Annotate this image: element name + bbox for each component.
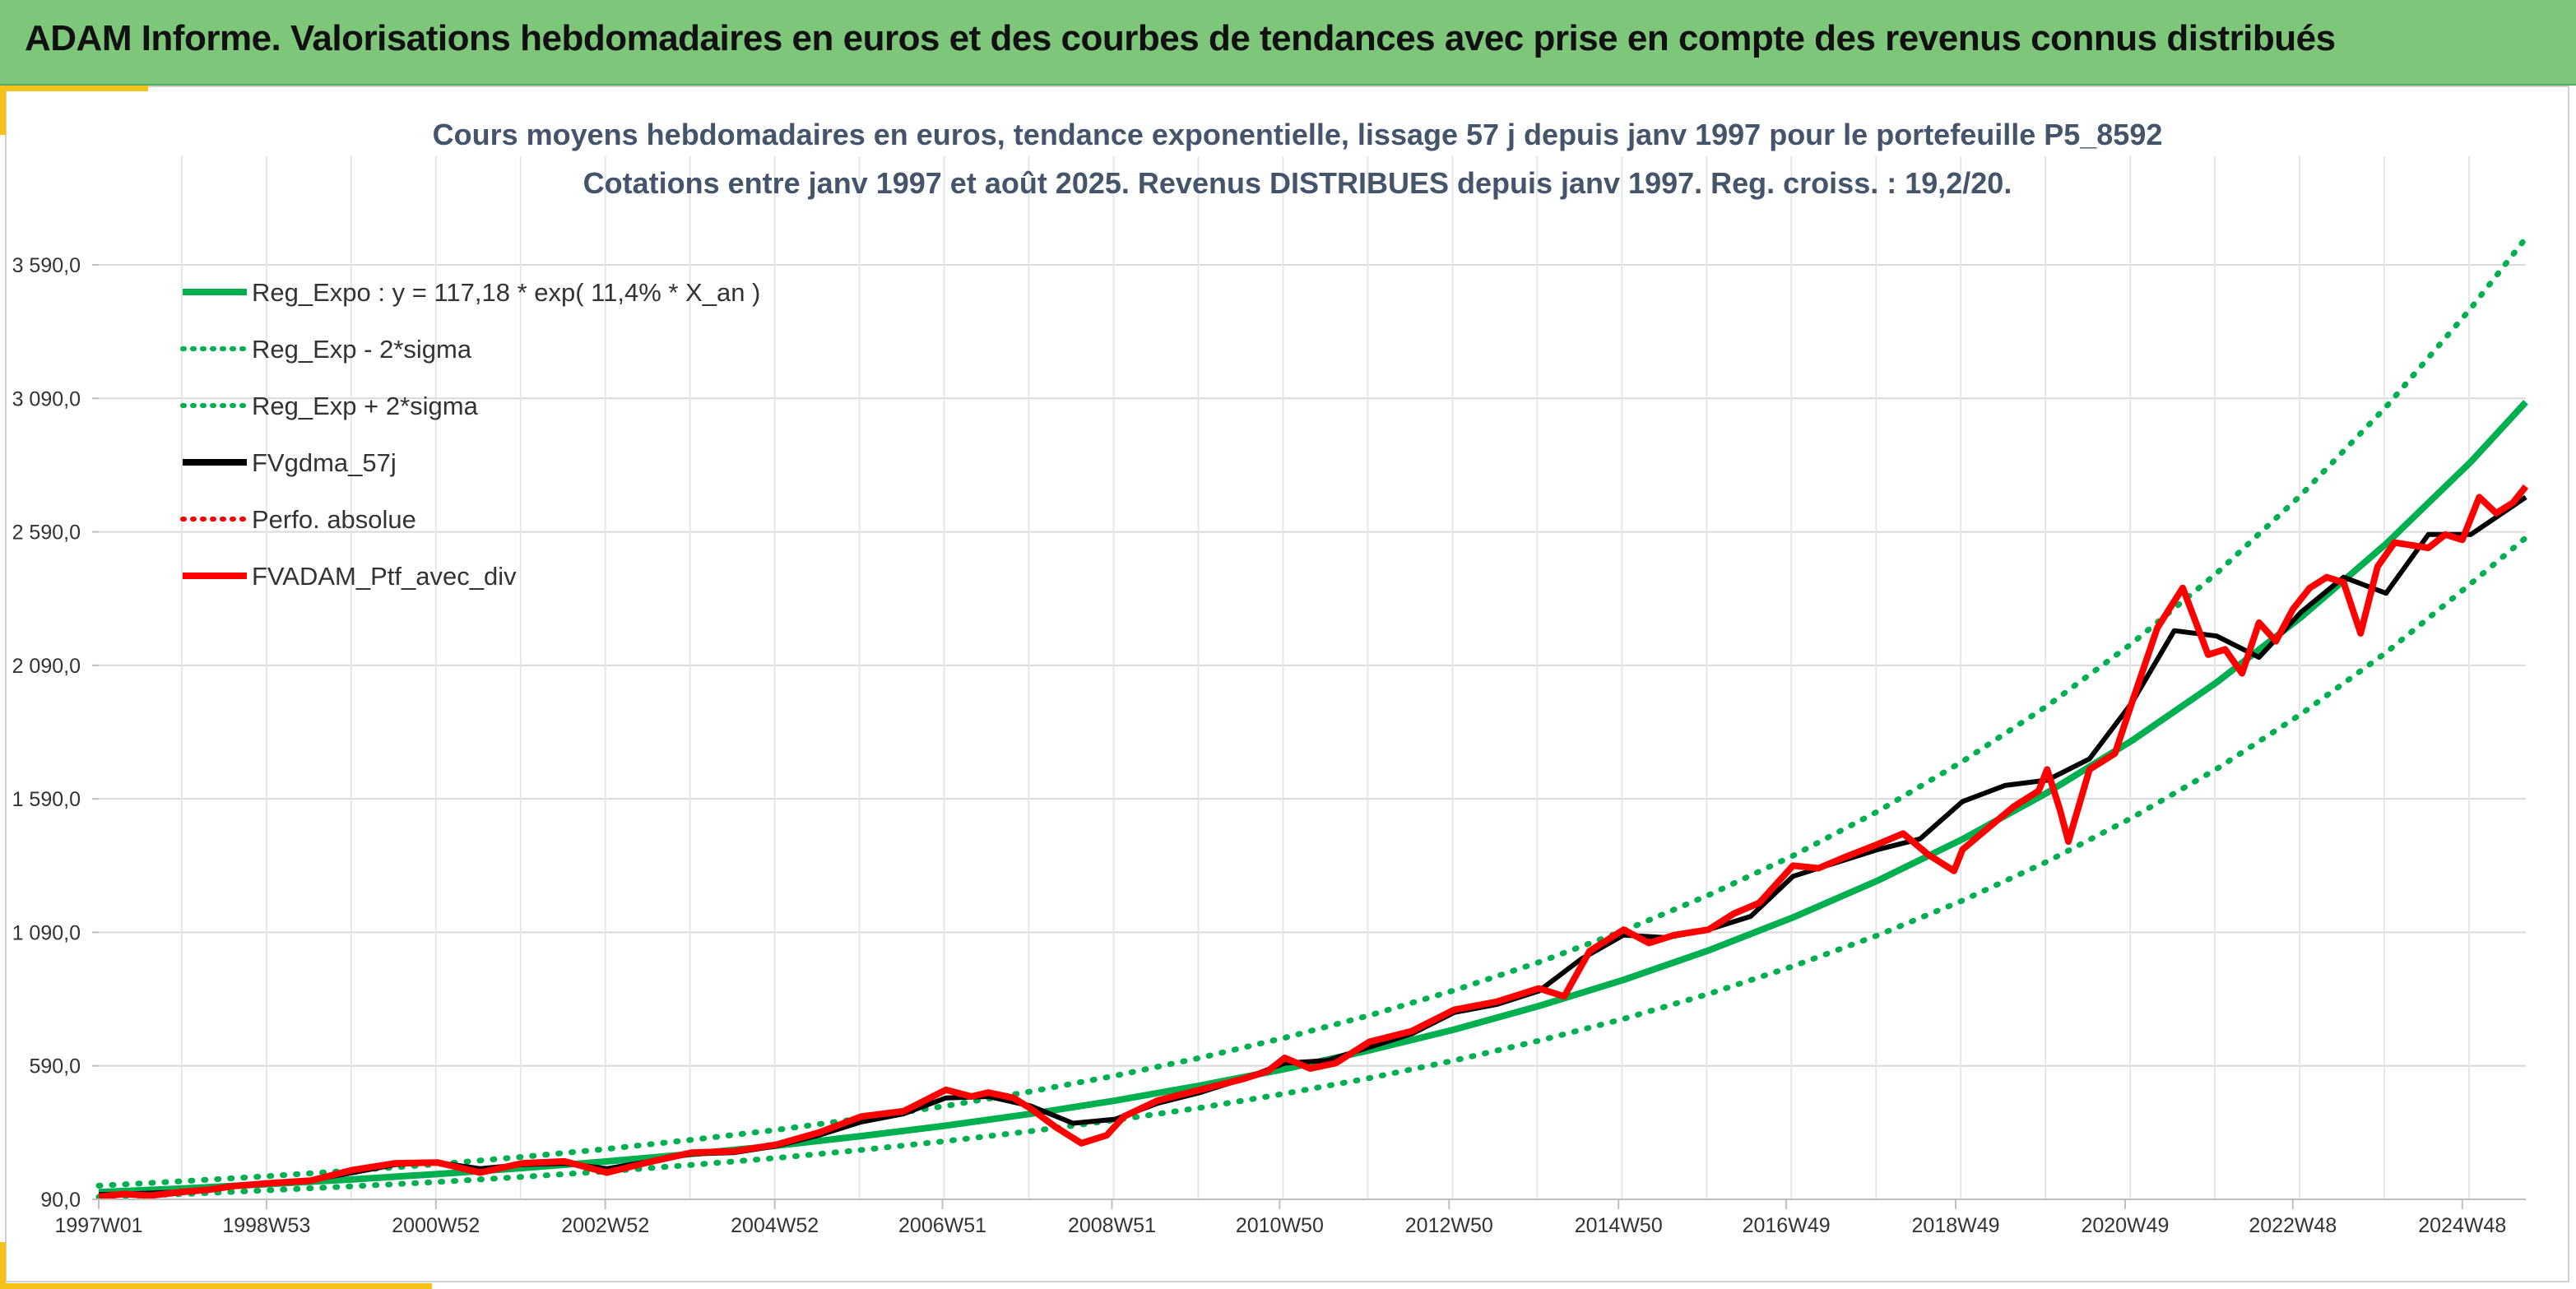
y-tick-label: 3 090,0 xyxy=(12,387,81,410)
x-tick-label: 2020W49 xyxy=(2081,1214,2169,1237)
x-tick-label: 2008W51 xyxy=(1068,1214,1156,1237)
x-tick-label: 2024W48 xyxy=(2418,1214,2506,1237)
x-tick-label: 2000W52 xyxy=(392,1214,480,1237)
series-reg-expo xyxy=(98,400,2528,1196)
x-tick-label: 2002W52 xyxy=(561,1214,649,1237)
y-tick-label: 1 090,0 xyxy=(12,921,81,944)
legend: Reg_Expo : y = 117,18 * exp( 11,4% * X_a… xyxy=(180,278,760,591)
legend-label: Reg_Expo : y = 117,18 * exp( 11,4% * X_a… xyxy=(252,278,760,307)
legend-label: FVgdma_57j xyxy=(252,448,397,477)
chart-frame xyxy=(5,86,2569,1282)
chart-title: Cours moyens hebdomadaires en euros, ten… xyxy=(433,118,2163,151)
grid xyxy=(99,156,2526,1200)
x-tick-label: 1998W53 xyxy=(222,1214,310,1237)
x-tick-label: 2006W51 xyxy=(898,1214,986,1237)
series-layer xyxy=(95,235,2529,1200)
y-tick-label: 2 090,0 xyxy=(12,655,81,678)
header-banner: ADAM Informe. Valorisations hebdomadaire… xyxy=(0,0,2576,86)
y-tick-label: 1 590,0 xyxy=(12,788,81,811)
y-tick-label: 3 590,0 xyxy=(12,254,81,277)
chart-subtitle: Cotations entre janv 1997 et août 2025. … xyxy=(583,166,2012,200)
legend-label: FVADAM_Ptf_avec_div xyxy=(252,562,517,591)
x-tick-label: 2018W49 xyxy=(1912,1214,2000,1237)
y-tick-label: 90,0 xyxy=(40,1189,81,1212)
series-reg-exp-minus xyxy=(95,535,2529,1200)
x-tick-label: 1997W01 xyxy=(54,1214,142,1237)
accent-top-left xyxy=(0,86,148,91)
x-tick-label: 2014W50 xyxy=(1575,1214,1663,1237)
legend-label: Perfo. absolue xyxy=(252,505,416,534)
page-title: ADAM Informe. Valorisations hebdomadaire… xyxy=(25,18,2336,58)
series-fvgdma-57j xyxy=(98,494,2527,1198)
x-tick-label: 2022W48 xyxy=(2249,1214,2337,1237)
y-tick-label: 590,0 xyxy=(29,1055,81,1078)
axes: 90,0 590,0 1 090,0 1 590,0 2 090,0 2 590,0 3 0… xyxy=(12,254,2526,1237)
accent-bottom-left xyxy=(0,1283,432,1289)
x-tick-label: 2016W49 xyxy=(1743,1214,1831,1237)
x-tick-label: 2012W50 xyxy=(1405,1214,1493,1237)
y-tick-label: 2 590,0 xyxy=(12,522,81,545)
x-tick-label: 2010W50 xyxy=(1236,1214,1324,1237)
legend-label: Reg_Exp - 2*sigma xyxy=(252,335,472,364)
accent-left-bottom xyxy=(0,1242,6,1289)
legend-label: Reg_Exp + 2*sigma xyxy=(252,392,479,420)
series-reg-exp-plus xyxy=(95,235,2529,1189)
series-fvadam-ptf xyxy=(98,484,2529,1200)
x-tick-label: 2004W52 xyxy=(731,1214,819,1237)
accent-left-top xyxy=(0,86,6,135)
